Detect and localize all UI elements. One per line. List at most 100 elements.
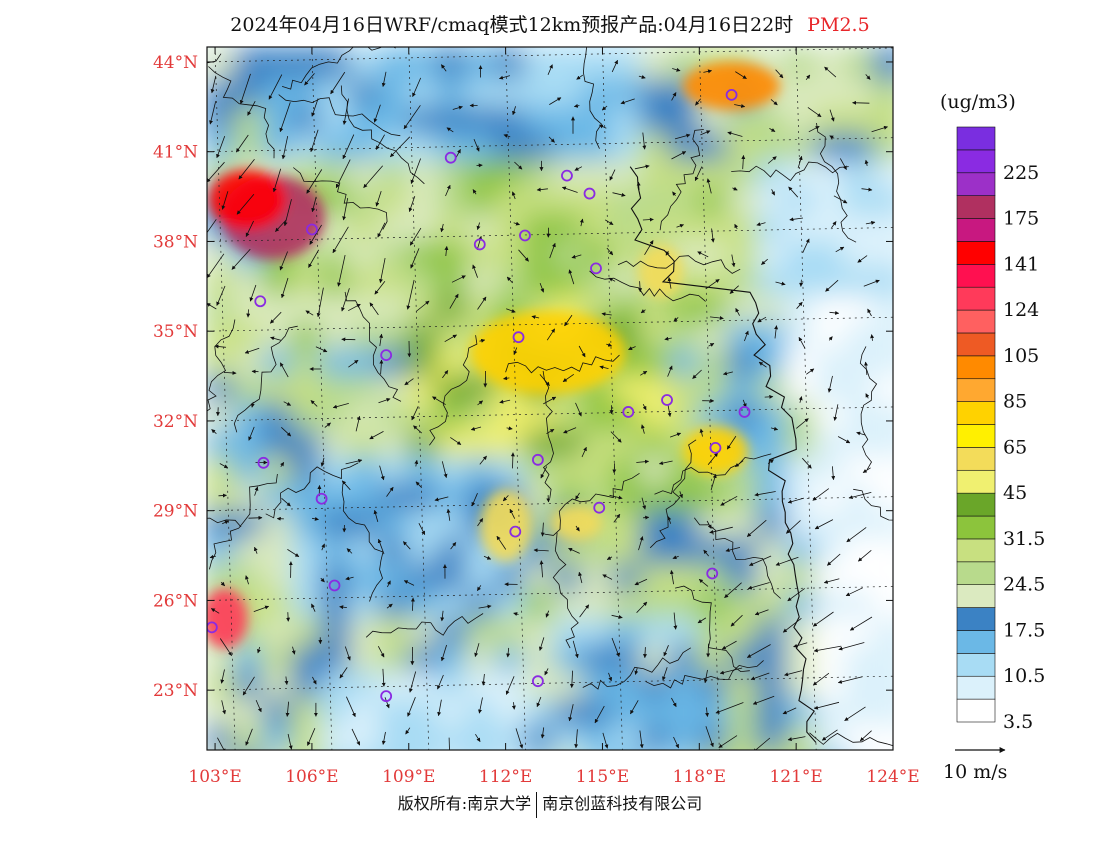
wind-arrow <box>515 728 524 749</box>
wind-arrow <box>662 667 668 681</box>
wind-arrow <box>574 729 579 749</box>
field-cell <box>291 47 327 80</box>
field-cell <box>872 128 893 161</box>
colorbar-tick-label: 85 <box>1003 391 1027 413</box>
wind-arrow <box>499 399 511 404</box>
wind-arrow <box>730 614 743 627</box>
wind-arrow <box>721 640 737 650</box>
wind-arrow <box>449 293 459 309</box>
wind-arrow <box>611 637 620 657</box>
wind-arrow <box>802 457 812 469</box>
wind-arrow <box>695 98 702 106</box>
wind-arrow <box>250 401 255 408</box>
wind-arrow <box>731 254 736 268</box>
wind-arrow <box>479 338 486 343</box>
wind-arrow <box>756 222 766 227</box>
wind-arrow <box>602 574 613 580</box>
wind-arrow <box>719 667 743 675</box>
wind-arrow <box>257 646 261 654</box>
colorbar-cell <box>956 401 996 425</box>
wind-arrow <box>548 136 555 143</box>
wind-arrow <box>437 699 442 717</box>
city-marker <box>473 238 486 251</box>
wind-arrow <box>214 344 226 349</box>
city-marker <box>254 295 267 308</box>
parallel-line <box>207 47 893 63</box>
hotspot <box>207 588 248 649</box>
wind-arrow <box>636 459 649 464</box>
lat-label: 41°N <box>153 143 198 163</box>
wind-arrow <box>543 396 557 405</box>
wind-arrow <box>477 400 484 406</box>
field-cell <box>872 558 893 592</box>
wind-arrow <box>211 429 217 434</box>
border-line <box>278 94 401 137</box>
wind-arrow <box>254 486 259 496</box>
wind-arrow <box>735 71 747 80</box>
wind-arrow <box>410 597 415 611</box>
field-cell <box>872 101 893 134</box>
wind-arrow <box>671 92 677 101</box>
wind-arrow <box>575 525 580 532</box>
border-line <box>582 647 692 690</box>
wind-arrow <box>477 296 487 310</box>
wind-arrow <box>284 676 289 685</box>
wind-arrow <box>715 702 744 714</box>
wind-arrow <box>248 515 263 520</box>
field-cell <box>639 747 675 750</box>
wind-arrow <box>511 191 516 200</box>
colorbar-cell <box>956 378 996 402</box>
wind-arrow <box>450 542 457 550</box>
wind-arrow <box>355 415 361 432</box>
wind-arrow <box>475 733 481 742</box>
wind-arrow <box>808 125 820 133</box>
wind-arrow <box>667 516 672 524</box>
wind-arrow <box>579 218 584 227</box>
wind-arrow <box>478 697 483 714</box>
wind-arrow <box>513 347 518 355</box>
wind-arrow <box>769 128 776 132</box>
field-cell <box>872 154 893 188</box>
wind-arrow <box>829 109 835 122</box>
wind-arrow <box>418 523 426 536</box>
colorbar-cell <box>956 675 996 700</box>
wind-arrow <box>538 637 545 651</box>
wind-arrow <box>710 473 717 491</box>
field-cell <box>872 235 893 269</box>
wind-arrow <box>210 608 220 614</box>
wind-arrow <box>812 672 830 686</box>
wind-arrow <box>572 640 579 659</box>
wind-arrow <box>286 612 291 622</box>
wind-arrow <box>734 223 739 230</box>
colorbar-cell <box>956 218 996 242</box>
wind-arrow <box>606 556 613 560</box>
wind-arrow <box>700 130 711 136</box>
wind-arrow <box>831 221 837 229</box>
wind-arrow <box>644 240 654 256</box>
wind-arrow <box>575 402 582 417</box>
wind-arrow <box>307 728 316 746</box>
field-cell <box>843 666 879 699</box>
wind-arrow <box>344 646 351 661</box>
wind-arrow <box>510 452 515 469</box>
city-marker <box>531 453 544 466</box>
wind-arrow <box>472 264 478 278</box>
wind-arrow <box>732 186 738 191</box>
border-line <box>816 122 857 243</box>
wind-arrow <box>744 330 749 342</box>
city-marker <box>706 567 719 580</box>
field-cell <box>872 208 893 242</box>
wind-arrow <box>863 279 880 287</box>
city-marker <box>380 690 393 703</box>
border-line <box>617 255 741 274</box>
wind-arrow <box>784 670 803 677</box>
wind-arrow <box>304 73 315 86</box>
wind-arrow <box>216 135 226 159</box>
wind-arrow <box>444 334 457 343</box>
wind-arrow <box>309 224 322 245</box>
wind-arrow <box>312 676 317 685</box>
wind-arrow <box>539 560 544 578</box>
wind-arrow <box>581 446 587 458</box>
wind-arrow <box>569 670 574 688</box>
wind-arrow <box>594 705 605 724</box>
